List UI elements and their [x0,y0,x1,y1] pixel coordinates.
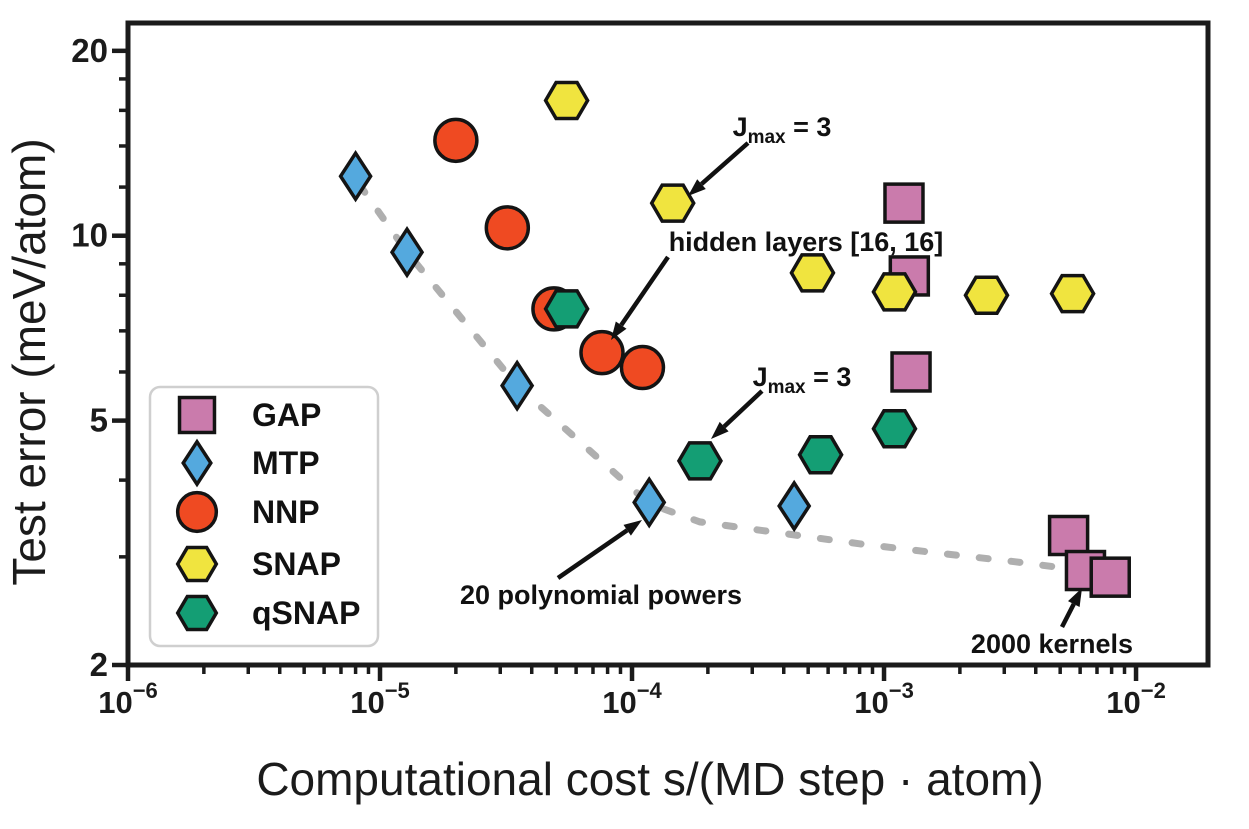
annotation-kernels-label: 2000 kernels [971,629,1133,659]
legend-label-MTP: MTP [252,445,320,481]
marker-qSNAP-1 [676,441,723,481]
y-axis-title: Test error (meV/atom) [3,138,55,585]
marker-qSNAP-3 [871,408,918,449]
marker-NNP-4 [619,344,666,391]
marker-MTP-3 [632,476,667,529]
annotation-jmax-snap-label: Jmax = 3 [733,112,832,148]
annotation-poly-powers-arrow-head [623,520,642,536]
x-tick-label: 10−4 [602,678,662,720]
annotation-jmax-snap-arrow-head [688,179,706,196]
y-tick-label: 5 [90,402,108,439]
marker-NNP-0 [433,117,479,164]
marker-MTP-1 [389,226,425,279]
marker-SNAP-0 [543,80,590,121]
marker-NNP-1 [484,205,531,251]
marker-SNAP-3 [871,272,918,312]
annotation-poly-powers-arrow-line [556,528,629,580]
x-axis-title: Computational cost s/(MD step · atom) [256,753,1043,805]
pareto-front-line [356,181,1080,574]
annotation-jmax-qsnap-label: Jmax = 3 [753,362,852,398]
marker-NNP-3 [579,329,625,376]
marker-SNAP-4 [963,275,1010,315]
marker-GAP-3 [1047,514,1090,557]
marker-SNAP-5 [1049,273,1096,314]
annotation-hidden-layers-arrow-line [619,255,670,327]
marker-GAP-5 [1089,556,1131,598]
annotation-jmax-snap-arrow-line [700,141,750,186]
annotation-poly-powers-label: 20 polynomial powers [460,580,742,610]
x-tick-label: 10−2 [1106,678,1166,720]
legend-label-SNAP: SNAP [252,546,341,582]
legend-marker-GAP [177,395,217,435]
marker-SNAP-1 [649,183,696,223]
y-tick-label: 20 [71,32,108,69]
legend-label-NNP: NNP [252,494,320,530]
legend-marker-NNP [175,490,219,534]
annotation-jmax-qsnap-arrow-line [722,389,764,429]
marker-qSNAP-2 [797,434,844,475]
x-tick-label: 10−5 [350,678,410,720]
marker-MTP-4 [777,479,812,533]
legend-label-qSNAP: qSNAP [252,595,360,631]
marker-SNAP-2 [789,253,836,293]
legend-label-GAP: GAP [252,397,321,433]
annotation-hidden-layers-label: hidden layers [16, 16] [669,227,944,257]
marker-MTP-0 [338,149,373,203]
legend-marker-MTP [181,438,213,488]
annotation-kernels-arrow-line [1059,602,1076,629]
annotation-jmax-qsnap-arrow-head [711,421,729,439]
annotation-hidden-layers-arrow-head [611,321,627,340]
legend-marker-qSNAP [175,594,219,632]
y-tick-label: 10 [71,217,108,254]
marker-qSNAP-0 [543,289,590,329]
marker-GAP-0 [883,182,925,224]
marker-GAP-2 [890,351,932,393]
x-tick-label: 10−3 [854,678,914,720]
annotation-kernels-arrow-head [1068,588,1082,607]
axes-frame [125,20,1211,668]
marker-MTP-2 [500,359,535,412]
x-tick-label: 10−6 [98,678,158,720]
y-tick-label: 2 [90,646,108,683]
legend-marker-SNAP [175,545,219,583]
